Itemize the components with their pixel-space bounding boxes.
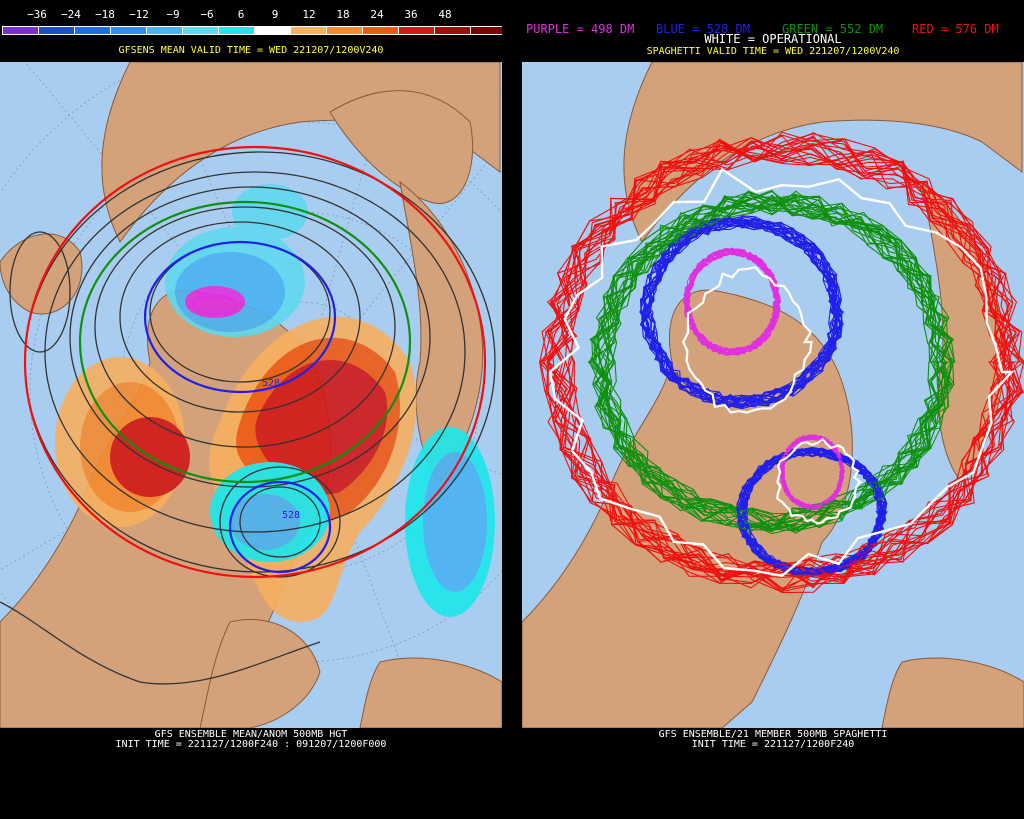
spaghetti-panel: PURPLE = 498 DM BLUE = 528 DM GREEN = 55… xyxy=(522,0,1024,819)
mean-footer-title: GFS ENSEMBLE MEAN/ANOM 500MB HGT xyxy=(154,729,348,740)
panel-divider xyxy=(502,0,522,819)
colorbar-segment xyxy=(326,26,363,35)
colorbar-segment xyxy=(110,26,147,35)
legend-red: RED = 576 DM xyxy=(912,22,999,36)
colorbar-label: −6 xyxy=(200,8,214,21)
colorbar-label: 36 xyxy=(404,8,418,21)
colorbar-segment xyxy=(434,26,471,35)
colorbar-labels: −36 −24 −18 −12 −9 −6 6 9 12 18 24 36 48 xyxy=(2,8,502,22)
ensemble-mean-panel: −36 −24 −18 −12 −9 −6 6 9 12 18 24 36 48 GFSENS MEAN… xyxy=(0,0,543,819)
colorbar-segment xyxy=(2,26,39,35)
legend-green: GREEN = 552 DM xyxy=(782,22,884,36)
colorbar-label: −36 xyxy=(27,8,47,21)
mean-footer-init-time: INIT TIME = 221127/1200F240 : 091207/120… xyxy=(115,739,387,750)
colorbar-label: 24 xyxy=(370,8,384,21)
legend-purple: PURPLE = 498 DM xyxy=(526,22,635,36)
spaghetti-valid-time: SPAGHETTI VALID TIME = WED 221207/1200V2… xyxy=(646,46,900,57)
colorbar-segment xyxy=(290,26,327,35)
spaghetti-footer-init-time: INIT TIME = 221127/1200F240 xyxy=(691,739,855,750)
colorbar-segment xyxy=(38,26,75,35)
contour-label-528-north: 528 xyxy=(262,378,280,389)
colorbar-label: 12 xyxy=(302,8,316,21)
colorbar-segment xyxy=(74,26,111,35)
spaghetti-footer-title: GFS ENSEMBLE/21 MEMBER 500MB SPAGHETTI xyxy=(658,729,888,740)
colorbar-segment xyxy=(146,26,183,35)
colorbar-label: −12 xyxy=(129,8,149,21)
colorbar-segment xyxy=(218,26,255,35)
spaghetti-map xyxy=(522,62,1024,728)
colorbar-label: 6 xyxy=(237,8,245,21)
ensemble-mean-map: 528 528 xyxy=(0,62,502,728)
colorbar-segment xyxy=(254,26,291,35)
colorbar-label: 48 xyxy=(438,8,452,21)
colorbar-label: −24 xyxy=(61,8,81,21)
legend-white: WHITE = OPERATIONAL xyxy=(704,32,842,46)
colorbar-segment xyxy=(182,26,219,35)
colorbar-segment xyxy=(362,26,399,35)
colorbar-label: 18 xyxy=(336,8,350,21)
anomaly-colorbar xyxy=(2,26,543,35)
colorbar-label: −18 xyxy=(95,8,115,21)
colorbar-label: 9 xyxy=(271,8,279,21)
contour-label-528-south: 528 xyxy=(282,510,300,521)
colorbar-segment xyxy=(398,26,435,35)
colorbar-label: −9 xyxy=(166,8,180,21)
mean-valid-time: GFSENS MEAN VALID TIME = WED 221207/1200… xyxy=(118,45,384,56)
legend-blue: BLUE = 528 DM xyxy=(656,22,750,36)
